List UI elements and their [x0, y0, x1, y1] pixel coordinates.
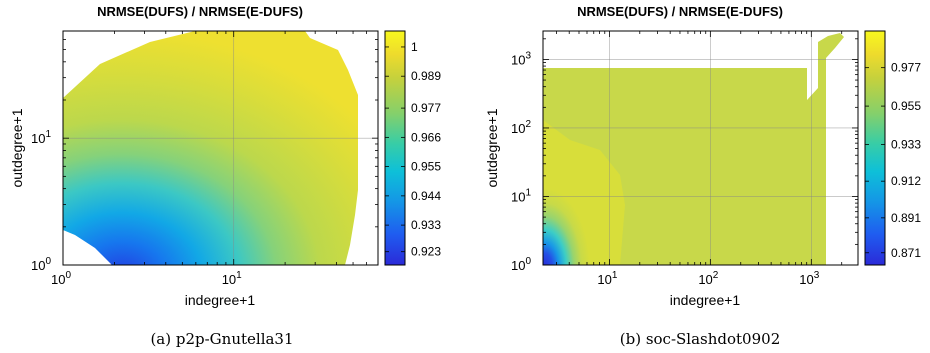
heatmap-surface	[63, 31, 358, 265]
colorbar-tick-label: 0.923	[411, 245, 441, 259]
y-tick-label: 101	[511, 187, 531, 204]
colorbar-tick-label: 0.933	[411, 218, 441, 232]
colorbar-tick-label: 0.977	[891, 61, 921, 75]
colorbar	[864, 30, 886, 266]
caption: (b) soc-Slashdot0902	[620, 330, 780, 348]
x-tick-label: 101	[222, 270, 242, 287]
colorbar-tick-label: 0.912	[891, 174, 921, 188]
y-tick-label: 103	[511, 50, 531, 67]
colorbar-tick-label: 0.989	[411, 69, 441, 83]
panel-b: NRMSE(DUFS) / NRMSE(E-DUFS) 101 102 103 100…	[484, 4, 921, 348]
colorbar-tick-label: 0.977	[411, 101, 441, 115]
heatmap-low-region	[543, 120, 625, 265]
chart-title: NRMSE(DUFS) / NRMSE(E-DUFS)	[577, 4, 783, 19]
y-axis-label: outdegree+1	[484, 108, 500, 187]
x-axis-label: indegree+1	[185, 292, 256, 308]
x-tick-label: 102	[698, 270, 718, 287]
x-axis-label: indegree+1	[670, 292, 741, 308]
y-tick-label: 102	[511, 119, 531, 136]
colorbar-tick-label: 0.955	[411, 160, 441, 174]
y-tick-label: 100	[511, 256, 531, 273]
panel-a: NRMSE(DUFS) / NRMSE(E-DUFS) 100 101 100 101…	[9, 4, 441, 348]
colorbar	[384, 30, 406, 266]
axis-ticks: 101 102 103 100 101 102 103	[511, 31, 858, 287]
colorbar-tick-label: 0.966	[411, 130, 441, 144]
x-tick-label: 100	[51, 270, 71, 287]
colorbar-tick-label: 0.933	[891, 138, 921, 152]
caption: (a) p2p-Gnutella31	[150, 330, 293, 348]
y-tick-label: 100	[31, 256, 51, 273]
colorbar-ticks: 1 0.989 0.977 0.966 0.955 0.944 0.933 0.923	[385, 40, 441, 259]
colorbar-tick-label: 0.944	[411, 189, 441, 203]
x-tick-label: 101	[597, 270, 617, 287]
y-tick-label: 101	[31, 129, 51, 146]
colorbar-ticks: 0.977 0.955 0.933 0.912 0.891 0.871	[865, 61, 921, 260]
chart-title: NRMSE(DUFS) / NRMSE(E-DUFS)	[97, 4, 303, 19]
colorbar-tick-label: 0.891	[891, 211, 921, 225]
y-axis-label: outdegree+1	[9, 108, 25, 187]
plot-frame	[62, 30, 379, 266]
colorbar-tick-label: 0.955	[891, 99, 921, 113]
colorbar-tick-label: 1	[411, 40, 418, 54]
axis-ticks: 100 101 100 101	[31, 30, 379, 287]
colorbar-tick-label: 0.871	[891, 246, 921, 260]
x-tick-label: 103	[799, 270, 819, 287]
